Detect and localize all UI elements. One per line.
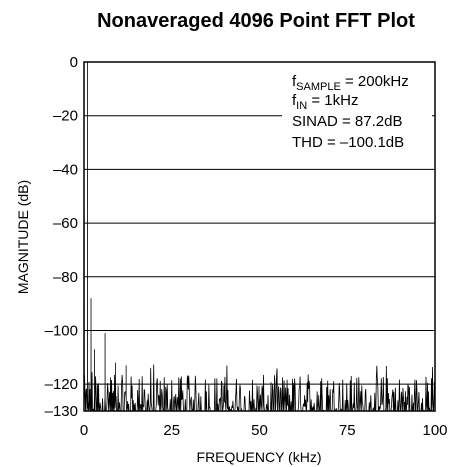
plot-frame (83, 61, 436, 412)
y-tick-labels: 0 –20 –40 –60 –80 –100 –120 –130 (45, 54, 78, 420)
x-tick-label: 75 (339, 422, 356, 439)
y-tick-label: –60 (53, 215, 78, 232)
x-tick-labels: 0 25 50 75 100 (80, 422, 448, 439)
x-tick-label: 100 (422, 422, 447, 439)
y-axis-label: MAGNITUDE (dB) (15, 180, 31, 294)
annotation-line: fIN = 1kHz (292, 92, 358, 112)
y-tick-label: –80 (53, 269, 78, 286)
x-tick-label: 25 (163, 422, 180, 439)
annotation-line: SINAD = 87.2dB (292, 113, 402, 130)
chart-title: Nonaveraged 4096 Point FFT Plot (97, 10, 415, 32)
fft-trace (83, 61, 436, 412)
annotation-line: THD = –100.1dB (292, 134, 404, 151)
y-tick-label: –130 (45, 403, 78, 420)
y-tick-label: –40 (53, 161, 78, 178)
x-axis-label: FREQUENCY (kHz) (197, 449, 322, 465)
fft-spectrum-line (83, 61, 436, 412)
y-tick-label: 0 (70, 54, 78, 71)
y-tick-label: –20 (53, 108, 78, 125)
x-tick-label: 0 (80, 422, 88, 439)
y-tick-label: –100 (45, 322, 78, 339)
y-tick-label: –120 (45, 376, 78, 393)
annotation-box (282, 72, 432, 158)
x-tick-label: 50 (251, 422, 268, 439)
annotation-line: fSAMPLE = 200kHz (292, 73, 409, 93)
